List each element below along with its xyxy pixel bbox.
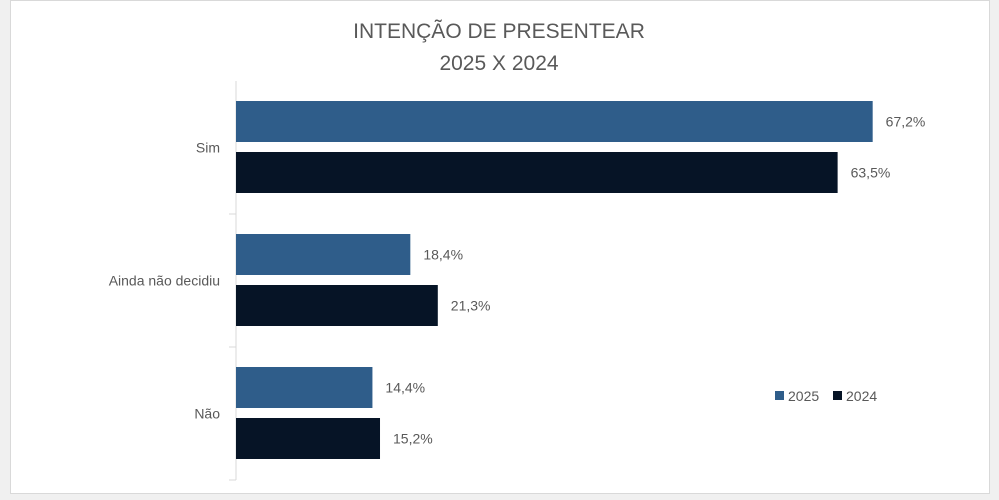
bar-2024 [236, 285, 438, 326]
data-label: 14,4% [385, 380, 425, 396]
data-label: 15,2% [393, 431, 433, 447]
bar-2024 [236, 418, 381, 459]
bar-2025 [236, 367, 373, 408]
category-label: Sim [196, 140, 220, 156]
legend-swatch-2025 [775, 391, 784, 400]
data-label: 67,2% [886, 114, 926, 130]
data-label: 18,4% [423, 247, 463, 263]
legend-swatch-2024 [833, 391, 842, 400]
bar-2025 [236, 234, 411, 275]
legend-label: 2024 [846, 388, 877, 404]
chart-subtitle: 2025 X 2024 [439, 52, 558, 75]
category-label: Ainda não decidiu [109, 273, 220, 289]
data-label: 21,3% [451, 298, 491, 314]
bar-2024 [236, 152, 838, 193]
bar-2025 [236, 101, 873, 142]
legend-label: 2025 [788, 388, 819, 404]
chart-frame [10, 0, 990, 494]
chart-title: INTENÇÃO DE PRESENTEAR [353, 19, 645, 43]
category-label: Não [194, 406, 220, 422]
data-label: 63,5% [851, 165, 891, 181]
